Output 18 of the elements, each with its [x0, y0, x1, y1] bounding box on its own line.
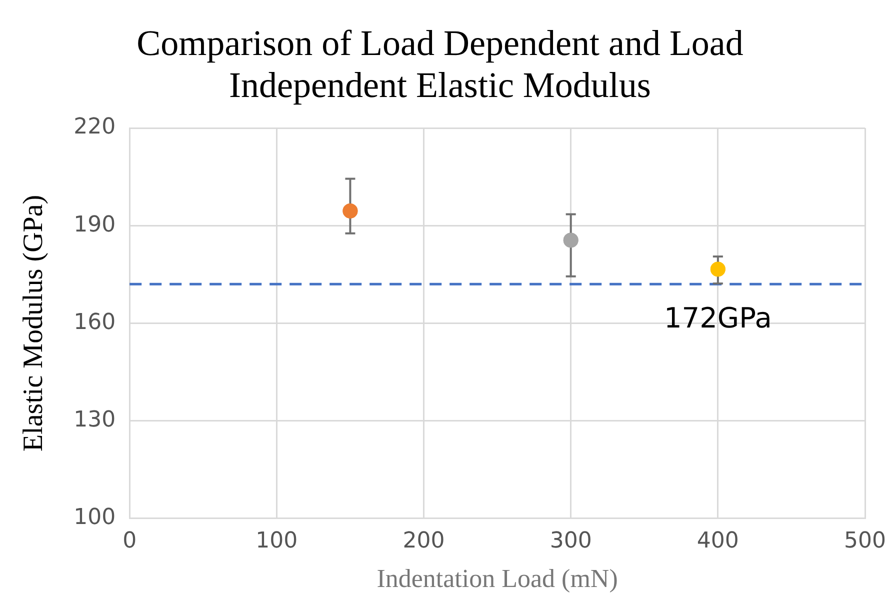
y-tick-label: 190 [74, 212, 116, 238]
point [342, 203, 358, 218]
y-tick-label: 220 [74, 114, 116, 140]
x-tick-label: 500 [844, 528, 886, 554]
y-axis-title: Elastic Modulus (GPa) [18, 194, 50, 452]
x-tick-label: 200 [402, 528, 445, 554]
x-tick-label: 100 [256, 528, 298, 554]
chart-title: Comparison of Load Dependent and Load Independent Elastic Modulus [136, 22, 744, 106]
y-tick-label: 130 [74, 408, 116, 433]
x-tick-label: 300 [550, 528, 592, 554]
ref-line-label: 172GPa [664, 301, 772, 334]
x-tick-label: 0 [122, 528, 137, 554]
x-tick-label: 400 [696, 528, 739, 554]
y-tick-label: 100 [74, 505, 116, 530]
point [563, 232, 578, 248]
x-axis-title: Indentation Load (mN) [376, 564, 618, 594]
point [710, 262, 726, 277]
y-tick-label: 160 [74, 310, 116, 335]
